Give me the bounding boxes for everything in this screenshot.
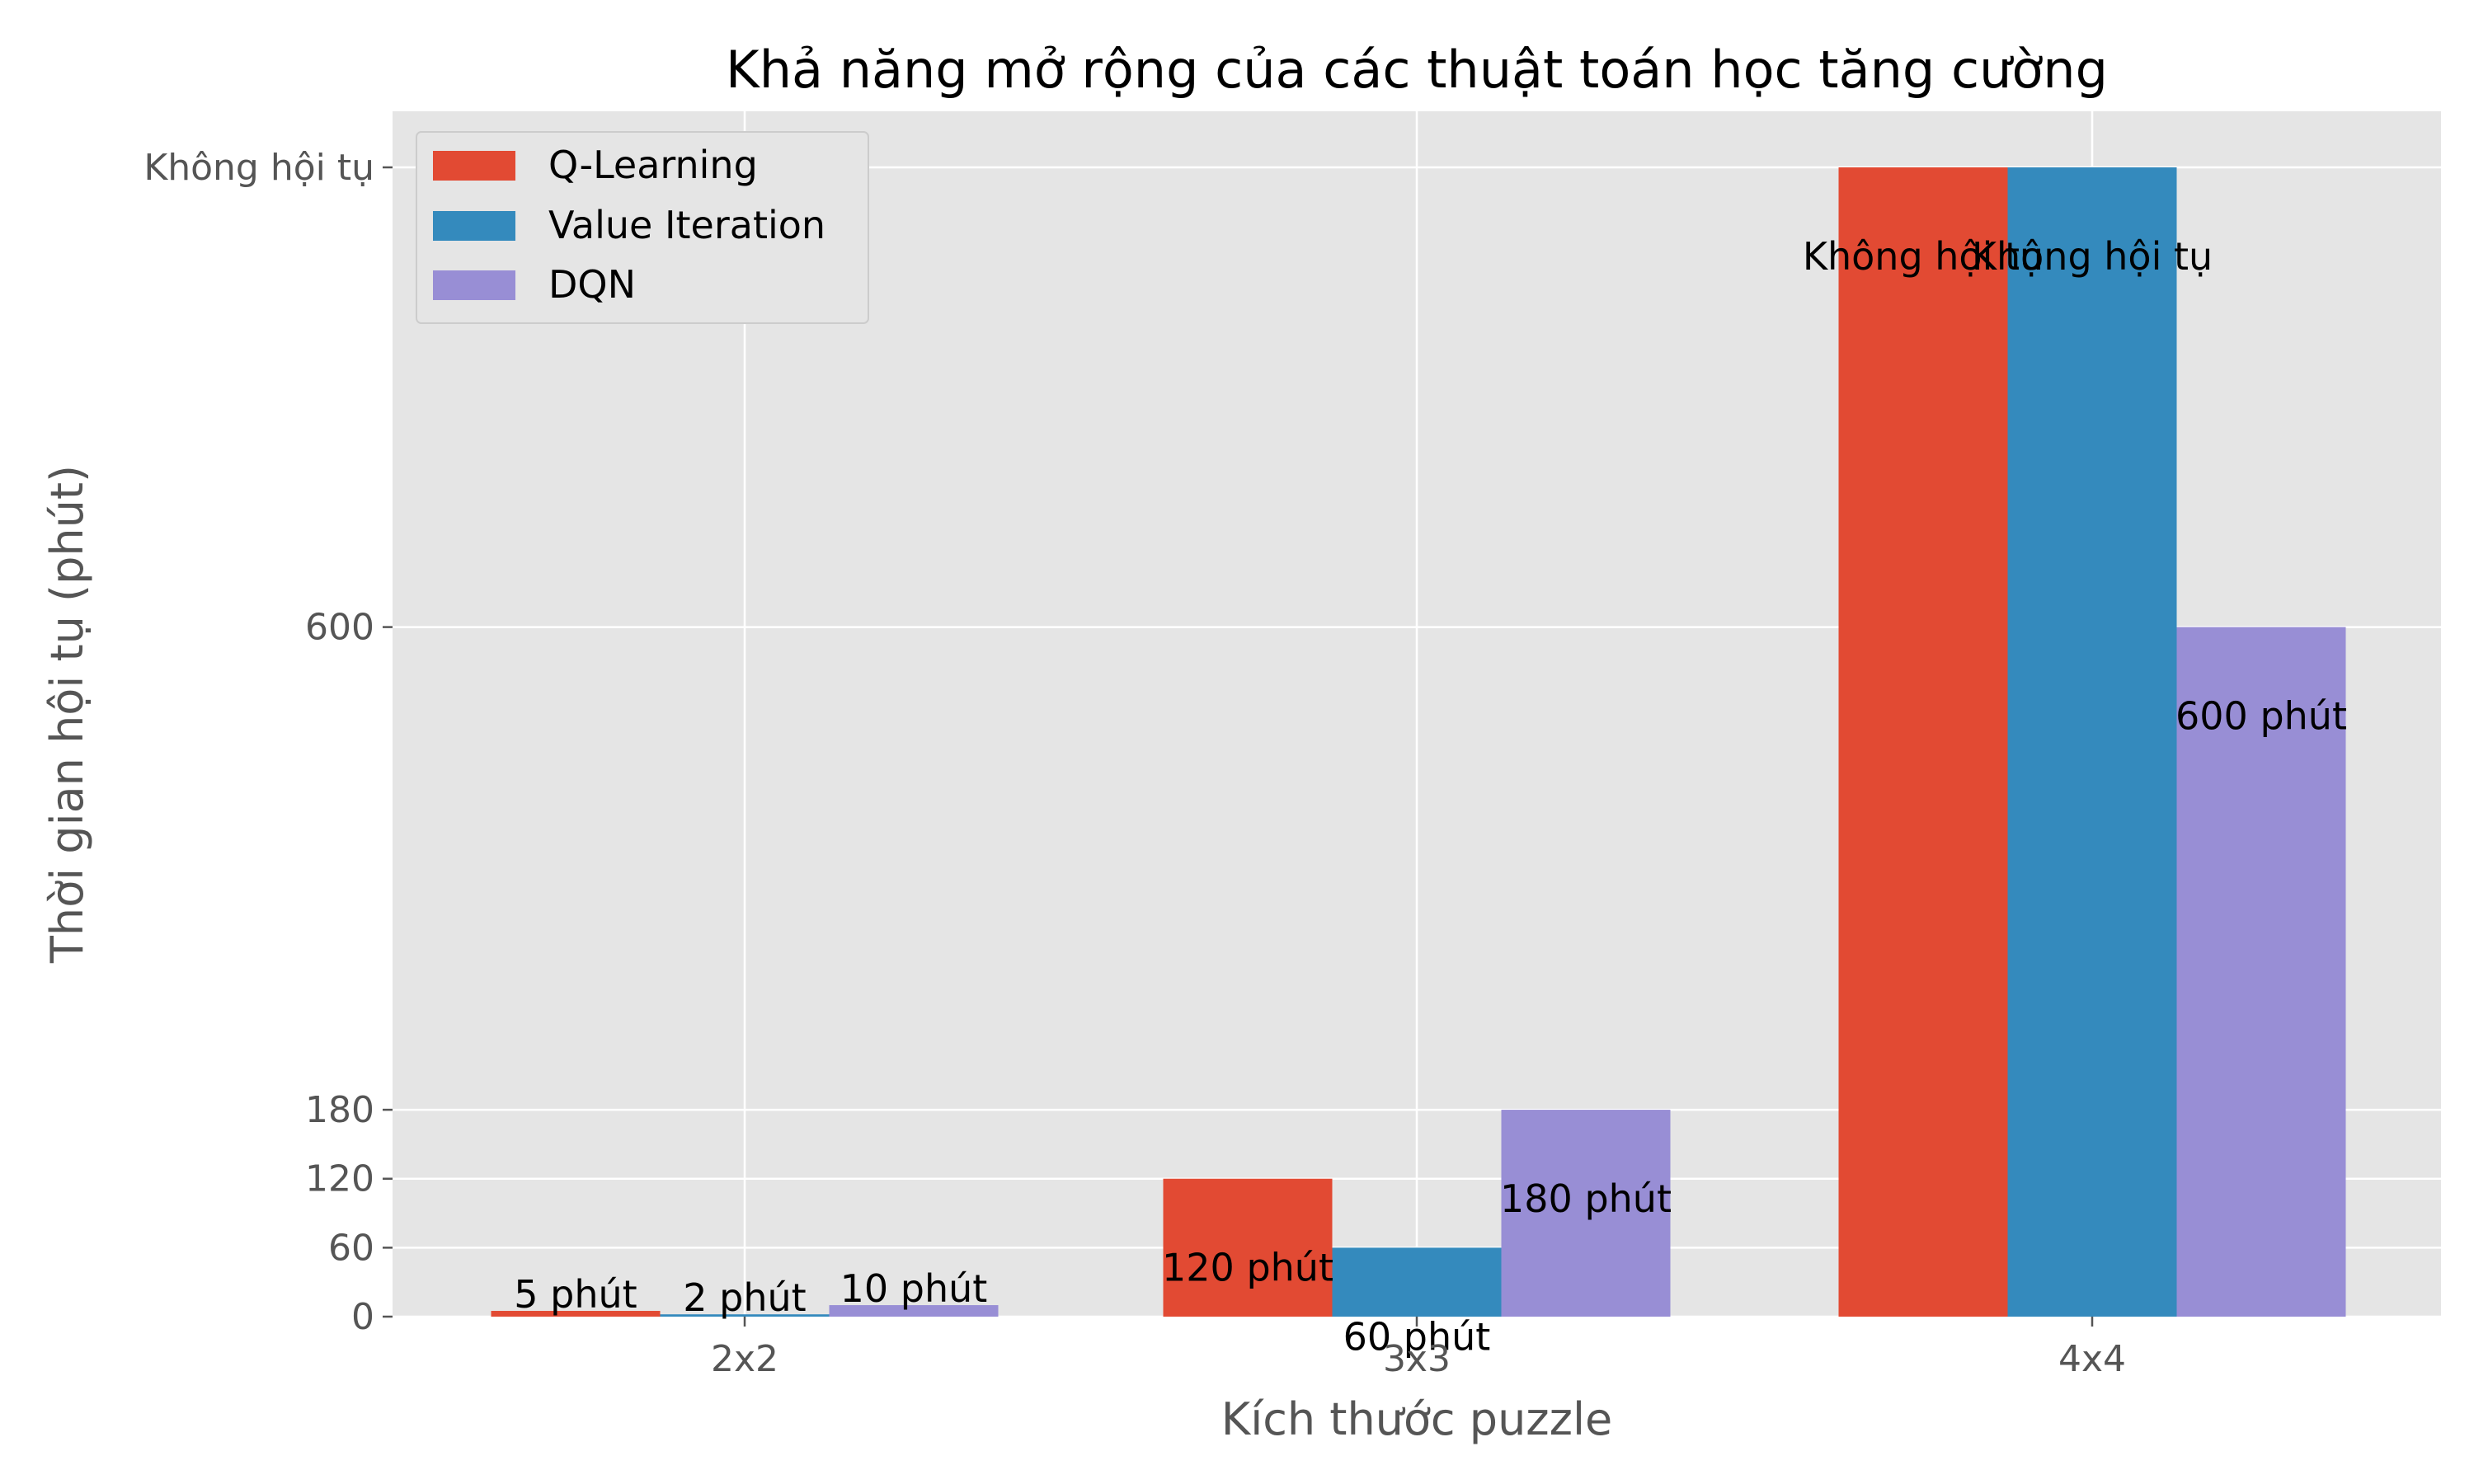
y-axis-label: Thời gian hội tụ (phút) xyxy=(41,465,93,964)
y-tick-label: 60 xyxy=(328,1227,374,1269)
bar-dqn-3x3 xyxy=(1501,1110,1671,1317)
legend-label-value-iteration: Value Iteration xyxy=(548,203,825,247)
data-label: 10 phút xyxy=(840,1266,988,1311)
x-tick-label: 3x3 xyxy=(1383,1338,1451,1380)
data-label: 5 phút xyxy=(514,1272,637,1317)
chart-title: Khả năng mở rộng của các thuật toán học … xyxy=(726,40,2108,100)
data-label: 120 phút xyxy=(1162,1246,1333,1290)
y-tick-label: 120 xyxy=(305,1158,374,1200)
legend-label-dqn: DQN xyxy=(548,262,636,307)
x-tick-label: 4x4 xyxy=(2058,1338,2126,1380)
legend-swatch-dqn xyxy=(433,270,515,300)
y-tick-label: Không hội tụ xyxy=(143,147,374,189)
y-tick-label: 600 xyxy=(305,607,374,649)
bar-q-learning-3x3 xyxy=(1163,1178,1333,1317)
data-label: 600 phút xyxy=(2175,694,2347,739)
bar-value-iteration-3x3 xyxy=(1332,1247,1502,1317)
legend-box xyxy=(416,131,869,324)
bar-q-learning-2x2 xyxy=(491,1311,661,1317)
legend-label-q-learning: Q-Learning xyxy=(548,143,758,187)
legend-swatch-value-iteration xyxy=(433,211,515,241)
data-label: 2 phút xyxy=(683,1275,806,1320)
bar-dqn-4x4 xyxy=(2176,627,2346,1317)
x-tick-label: 2x2 xyxy=(711,1338,778,1380)
bar-q-learning-4x4 xyxy=(1838,167,2008,1317)
data-label: Không hội tụ xyxy=(1803,234,2044,279)
x-axis-label: Kích thước puzzle xyxy=(1221,1393,1612,1445)
bar-dqn-2x2 xyxy=(829,1305,999,1317)
y-tick-label: 0 xyxy=(351,1296,374,1338)
bar-value-iteration-4x4 xyxy=(2007,167,2177,1317)
legend: Q-Learning Value Iteration DQN xyxy=(416,131,869,324)
y-tick-label: 180 xyxy=(305,1089,374,1131)
legend-swatch-q-learning xyxy=(433,151,515,181)
bars xyxy=(491,167,2346,1317)
data-label: Không hội tụ xyxy=(1972,234,2213,279)
data-label: 180 phút xyxy=(1500,1176,1672,1221)
bar-value-iteration-2x2 xyxy=(660,1314,830,1317)
axis-ticks: 0 60 120 180 600 Không hội tụ 2x2 3x3 4x4 xyxy=(143,147,2126,1380)
